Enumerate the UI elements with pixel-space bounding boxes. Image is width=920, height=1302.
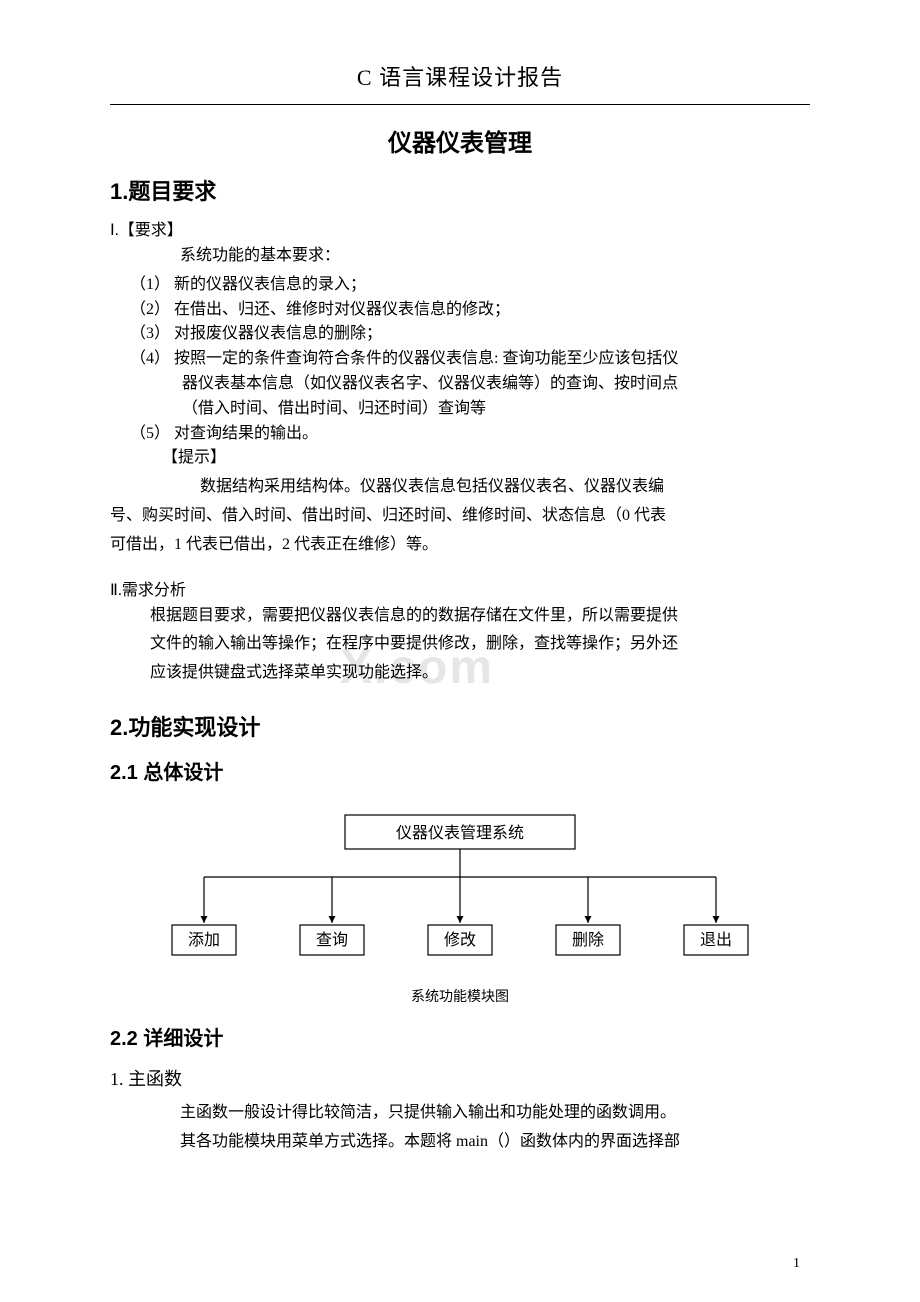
- main-fn-p2: 其各功能模块用菜单方式选择。本题将 main（）函数体内的界面选择部: [110, 1130, 810, 1155]
- diagram-leaf-5-label: 退出: [700, 931, 732, 949]
- req-item-5: （5） 对查询结果的输出。: [110, 422, 810, 447]
- req-item-4a: （4） 按照一定的条件查询符合条件的仪器仪表信息: 查询功能至少应该包括仪: [110, 347, 810, 372]
- requirements-label: Ⅰ.【要求】: [110, 216, 810, 240]
- req-item-3: （3） 对报废仪器仪表信息的删除；: [110, 322, 810, 347]
- header-course: C 语言课程设计报告: [110, 60, 810, 92]
- diagram-caption: 系统功能模块图: [110, 986, 810, 1006]
- section-2-2-heading: 2.2 详细设计: [110, 1022, 810, 1051]
- hint-p2: 号、购买时间、借入时间、借出时间、归还时间、维修时间、状态信息（0 代表: [110, 504, 810, 529]
- section-2-heading: 2.功能实现设计: [110, 710, 810, 742]
- main-fn-heading: 1. 主函数: [110, 1065, 810, 1091]
- page-content: C 语言课程设计报告 仪器仪表管理 1.题目要求 Ⅰ.【要求】 系统功能的基本要…: [110, 60, 810, 1155]
- page-number: 1: [793, 1256, 800, 1272]
- hint-p3: 可借出，1 代表已借出，2 代表正在维修）等。: [110, 533, 810, 558]
- diagram-leaf-2-label: 查询: [316, 931, 348, 949]
- diagram-svg: 仪器仪表管理系统 添加 查询 修改 删除 退出: [160, 811, 760, 971]
- needs-p1: 根据题目要求，需要把仪器仪表信息的的数据存储在文件里，所以需要提供: [110, 604, 810, 629]
- main-fn-p1: 主函数一般设计得比较简洁，只提供输入输出和功能处理的函数调用。: [110, 1101, 810, 1126]
- section-2-1-heading: 2.1 总体设计: [110, 756, 810, 785]
- needs-p2: 文件的输入输出等操作；在程序中要提供修改，删除，查找等操作；另外还: [110, 632, 810, 657]
- req-item-2: （2） 在借出、归还、维修时对仪器仪表信息的修改；: [110, 298, 810, 323]
- needs-p3: 应该提供键盘式选择菜单实现功能选择。: [110, 661, 810, 686]
- diagram-leaf-4-label: 删除: [572, 931, 604, 949]
- req-item-1: （1） 新的仪器仪表信息的录入；: [110, 273, 810, 298]
- diagram-leaf-1-label: 添加: [188, 931, 220, 949]
- hint-p1: 数据结构采用结构体。仪器仪表信息包括仪器仪表名、仪器仪表编: [110, 475, 810, 500]
- needs-label: Ⅱ.需求分析: [110, 576, 810, 600]
- doc-title: 仪器仪表管理: [110, 123, 810, 158]
- requirements-intro: 系统功能的基本要求：: [110, 244, 810, 269]
- req-item-4b: 器仪表基本信息（如仪器仪表名字、仪器仪表编等）的查询、按时间点: [110, 372, 810, 397]
- function-module-diagram: 仪器仪表管理系统 添加 查询 修改 删除 退出: [160, 811, 760, 976]
- diagram-root-label: 仪器仪表管理系统: [396, 824, 524, 842]
- diagram-leaf-3-label: 修改: [444, 931, 476, 949]
- header-rule: [110, 104, 810, 105]
- hint-label: 【提示】: [110, 446, 810, 471]
- section-1-heading: 1.题目要求: [110, 174, 810, 206]
- req-item-4c: （借入时间、借出时间、归还时间）查询等: [110, 397, 810, 422]
